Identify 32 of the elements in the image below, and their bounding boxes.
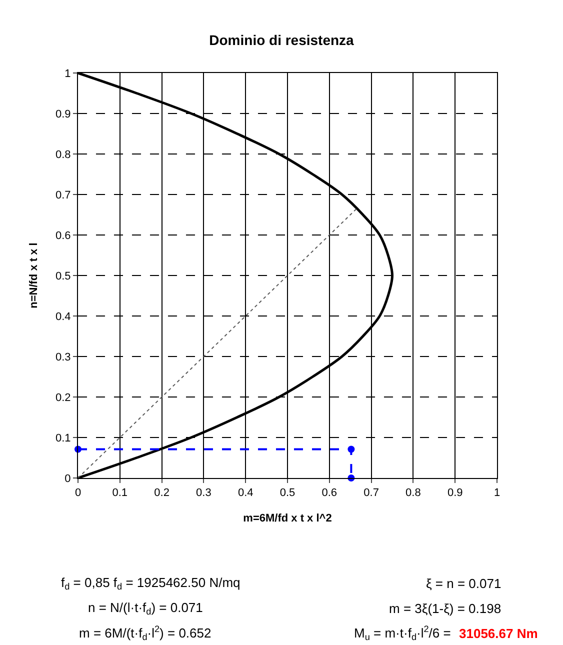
x-tick-label: 0.1 <box>112 487 128 500</box>
y-tick-label: 0.6 <box>56 230 71 242</box>
text: ξ = n = 0.071 <box>426 576 502 591</box>
text: m = 3ξ(1-ξ) = 0.198 <box>389 601 502 616</box>
text: M$_{u}$ = m·t·f$_{d}$·l$^{2}$/6 = <box>354 624 451 642</box>
x-tick-label: 0.8 <box>406 487 421 500</box>
chart-title: Dominio di resistenza <box>209 32 354 48</box>
y-axis-title: n=N/fd x t x l <box>28 242 40 308</box>
x-tick-label: 0.6 <box>322 487 338 500</box>
text: f$_{d}$ = 0,85 f$_{d}$ = 1925462.50 N/mq <box>61 575 240 592</box>
y-tick-label: 0.2 <box>56 392 71 404</box>
y-tick-label: 1 <box>64 68 71 80</box>
x-tick-label: 0.9 <box>447 487 463 500</box>
y-tick-label: 0.8 <box>56 148 71 161</box>
y-tick-label: 0.9 <box>56 108 71 120</box>
x-tick-label: 0.4 <box>238 487 254 500</box>
text: m = 6M/(t·f$_{d}$·l$^{2}$) = 0.652 <box>79 624 212 642</box>
y-tick-label: 0.1 <box>56 432 71 444</box>
x-axis-title: m=6M/fd x t x l^2 <box>243 512 332 524</box>
x-tick-label: 1 <box>494 487 500 500</box>
x-tick-label: 0.2 <box>154 487 170 500</box>
x-tick-label: 0 <box>74 487 82 500</box>
x-tick-label: 0.5 <box>280 487 296 500</box>
y-tick-label: 0.7 <box>56 189 71 202</box>
text: n = N/(l·t·f$_{d}$) = 0.071 <box>88 600 203 617</box>
x-tick-label: 0.3 <box>196 487 212 500</box>
y-tick-label: 0.3 <box>56 351 71 364</box>
text: 31056.67 Nm <box>459 626 538 641</box>
x-tick-label: 0.7 <box>364 487 379 500</box>
y-tick-label: 0 <box>64 472 71 485</box>
y-tick-label: 0.4 <box>56 310 71 323</box>
y-tick-label: 0.5 <box>56 270 71 282</box>
